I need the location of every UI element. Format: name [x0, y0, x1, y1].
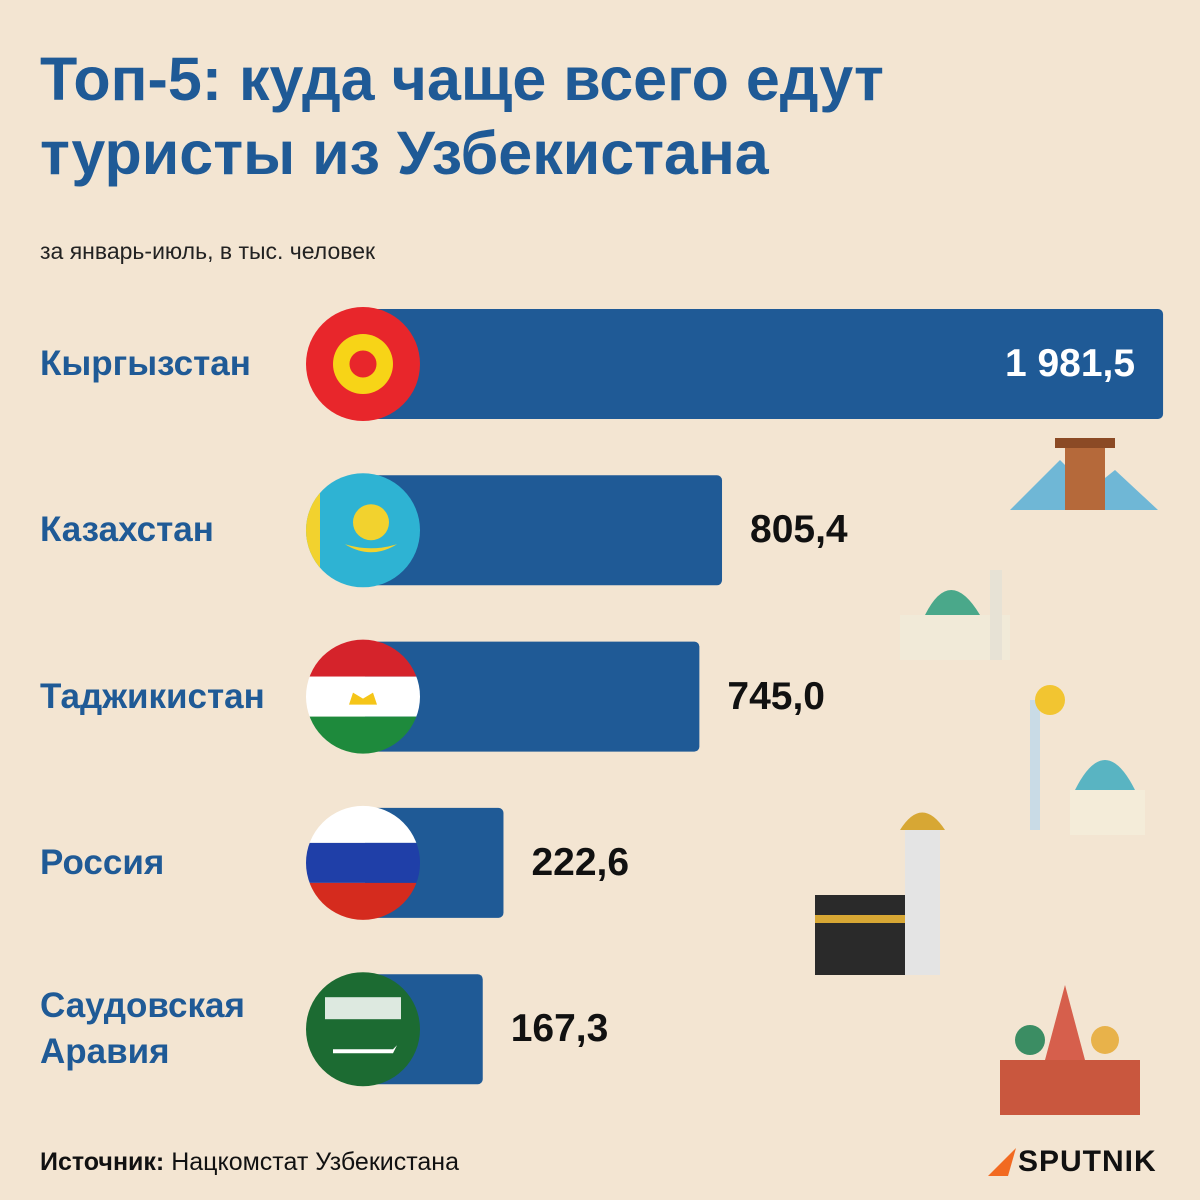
category-label: Кыргызстан [40, 344, 251, 383]
flag-field [306, 972, 420, 1087]
source-text: Нацкомстат Узбекистана [171, 1148, 460, 1176]
flag-eagle [345, 544, 397, 553]
flag-sword [333, 1045, 397, 1054]
chart-subtitle: за январь-июль, в тыс. человек [40, 238, 376, 264]
flag-sun [353, 504, 389, 541]
chart-title: Топ-5: куда чаще всего едут туристы из У… [40, 45, 884, 187]
flag-blue [306, 842, 420, 883]
value-label: 805,4 [750, 508, 848, 552]
flag [306, 307, 420, 421]
flag-clip [306, 972, 420, 1087]
flag [306, 972, 420, 1087]
flag-tunduk [346, 347, 380, 381]
logo: SPUTNIK [1018, 1145, 1157, 1179]
logo-icon [988, 1148, 1016, 1176]
value-label: 167,3 [510, 1007, 609, 1051]
flag-crown [349, 692, 377, 705]
value-label: 222,6 [531, 840, 630, 884]
flag-clip [306, 473, 420, 588]
flag-script [325, 997, 401, 1020]
category-label: Таджикистан [40, 676, 265, 716]
flag-white [306, 676, 420, 717]
logo-text: SPUTNIK [1018, 1145, 1157, 1178]
flag-ornament [306, 473, 320, 588]
value-label: 745,0 [727, 674, 825, 718]
landmark-illustrations [815, 438, 1158, 1115]
bar [365, 641, 700, 752]
category-label: Казахстан [40, 510, 214, 550]
flag [306, 473, 420, 588]
value-label: 1 981,5 [1004, 342, 1136, 385]
bar [365, 475, 723, 586]
category-label: Саудовская Аравия [40, 986, 245, 1072]
category-label: Россия [40, 842, 165, 882]
bar [365, 309, 1164, 419]
flag-clip [306, 307, 420, 421]
source: Источник: Нацкомстат Узбекистана [40, 1148, 459, 1177]
source-label: Источник: [40, 1148, 165, 1176]
